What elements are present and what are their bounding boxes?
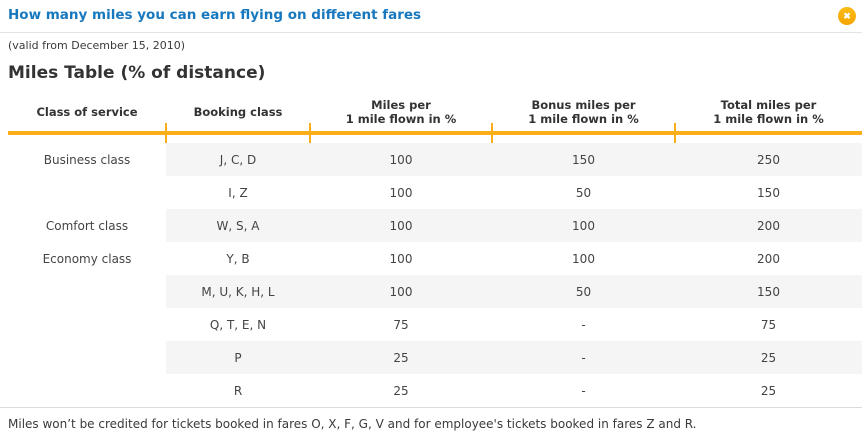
page-title: How many miles you can earn flying on di… bbox=[8, 7, 422, 23]
booking-class-cell: M, U, K, H, L bbox=[166, 275, 310, 308]
close-button[interactable]: ✖ bbox=[838, 7, 856, 25]
table-bottom-rule bbox=[0, 407, 862, 408]
bonus-miles-cell: 50 bbox=[492, 275, 675, 308]
booking-class-cell: Q, T, E, N bbox=[209, 317, 267, 332]
miles-cell: 75 bbox=[393, 317, 409, 332]
class-of-service-cell: Business class bbox=[43, 152, 131, 167]
class-of-service-cell bbox=[8, 341, 166, 374]
table-row: P 25-25 bbox=[8, 341, 862, 374]
bonus-miles-cell: 100 bbox=[572, 251, 595, 266]
total-miles-cell: 150 bbox=[757, 185, 780, 200]
miles-cell: 100 bbox=[389, 185, 413, 200]
booking-class-cell: J, C, D bbox=[166, 143, 310, 176]
column-divider-tick bbox=[309, 123, 311, 143]
booking-class-cell: I, Z bbox=[228, 185, 248, 200]
table-row: Economy class Y, B 100 100 200 bbox=[8, 242, 862, 275]
class-of-service-cell: Comfort class bbox=[45, 218, 129, 233]
column-header-class-of-service: Class of service bbox=[8, 104, 166, 120]
column-divider-tick bbox=[674, 123, 676, 143]
class-of-service-cell: Economy class bbox=[42, 251, 132, 266]
header-line: Miles per bbox=[371, 98, 431, 112]
column-header-bonus-miles: Bonus miles per 1 mile flown in % bbox=[492, 98, 675, 126]
bonus-miles-cell: 50 bbox=[575, 185, 592, 200]
miles-cell: 100 bbox=[310, 275, 492, 308]
total-miles-cell: 75 bbox=[760, 317, 777, 332]
section-title: Miles Table (% of distance) bbox=[8, 63, 266, 83]
header-line: Class of service bbox=[36, 104, 138, 119]
table-body: Business class J, C, D 100 150 250 I, Z 100 50 1… bbox=[8, 143, 862, 407]
total-miles-cell: 200 bbox=[675, 209, 862, 242]
table-row: R 25 - 25 bbox=[8, 374, 862, 407]
header-line: Bonus miles per bbox=[531, 98, 636, 112]
header-line: Booking class bbox=[193, 104, 283, 119]
close-icon: ✖ bbox=[843, 10, 851, 21]
total-miles-cell: 150 bbox=[675, 275, 862, 308]
column-header-miles: Miles per 1 mile flown in % bbox=[310, 98, 492, 126]
booking-class-cell: P bbox=[166, 341, 310, 374]
table-header-row: Class of service Booking class Miles per… bbox=[8, 94, 862, 131]
miles-cell: 100 bbox=[389, 251, 413, 266]
miles-cell: 100 bbox=[310, 143, 492, 176]
total-miles-cell: 250 bbox=[675, 143, 862, 176]
class-of-service-cell bbox=[8, 308, 166, 341]
titlebar: How many miles you can earn flying on di… bbox=[0, 0, 862, 33]
total-miles-cell: 200 bbox=[757, 251, 780, 266]
validity-note: (valid from December 15, 2010) bbox=[8, 39, 186, 52]
header-line: 1 mile flown in % bbox=[345, 111, 457, 126]
table-row: Q, T, E, N 75 - 75 bbox=[8, 308, 862, 341]
header-divider bbox=[8, 123, 862, 143]
bonus-miles-cell: - bbox=[492, 341, 675, 374]
class-of-service-cell bbox=[8, 176, 166, 209]
total-miles-cell: 25 bbox=[675, 341, 862, 374]
column-header-total-miles: Total miles per 1 mile flown in % bbox=[675, 98, 862, 126]
class-of-service-cell bbox=[8, 374, 166, 407]
total-miles-cell: 25 bbox=[760, 383, 777, 398]
miles-cell: 100 bbox=[310, 209, 492, 242]
booking-class-cell: W, S, A bbox=[166, 209, 310, 242]
bonus-miles-cell: 100 bbox=[492, 209, 675, 242]
column-divider-tick bbox=[165, 123, 167, 143]
booking-class-cell: Y, B bbox=[226, 251, 250, 266]
header-line: 1 mile flown in % bbox=[528, 111, 639, 126]
booking-class-cell: R bbox=[233, 383, 243, 398]
miles-cell: 25 bbox=[393, 383, 409, 398]
footer-note: Miles won’t be credited for tickets book… bbox=[8, 417, 697, 431]
header-line: Total miles per bbox=[720, 98, 817, 112]
table-row: M, U, K, H, L 100 50 150 bbox=[8, 275, 862, 308]
miles-table: Class of service Booking class Miles per… bbox=[8, 94, 862, 407]
orange-rule bbox=[8, 131, 862, 135]
bonus-miles-cell: - bbox=[581, 317, 586, 332]
table-row: Comfort class W, S, A 100 100 200 bbox=[8, 209, 862, 242]
table-row: Business class J, C, D 100 150 250 bbox=[8, 143, 862, 176]
bonus-miles-cell: 150 bbox=[492, 143, 675, 176]
column-divider-tick bbox=[491, 123, 493, 143]
bonus-miles-cell: - bbox=[581, 383, 586, 398]
class-of-service-cell bbox=[8, 275, 166, 308]
header-line: 1 mile flown in % bbox=[713, 111, 824, 126]
miles-cell: 25 bbox=[310, 341, 492, 374]
table-row: I, Z 100 50 150 bbox=[8, 176, 862, 209]
column-header-booking-class: Booking class bbox=[166, 104, 310, 120]
